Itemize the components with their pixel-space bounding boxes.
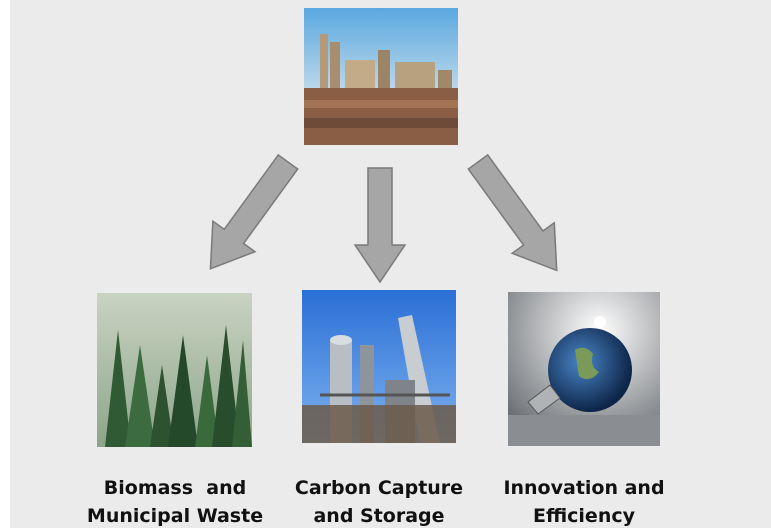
bulb-image	[508, 292, 660, 446]
diagram: Biomass and Municipal Waste Carbon Captu…	[0, 0, 771, 528]
node-label: Municipal Waste	[87, 505, 263, 527]
node-label: Biomass and	[104, 477, 246, 499]
plant-image	[304, 8, 458, 145]
node-label: Innovation and	[503, 477, 664, 499]
node-label: Carbon Capture	[295, 477, 463, 499]
forest-image	[97, 293, 252, 447]
node-label: and Storage	[313, 505, 444, 527]
node-label: Efficiency	[533, 505, 636, 527]
capture-image	[302, 290, 456, 443]
